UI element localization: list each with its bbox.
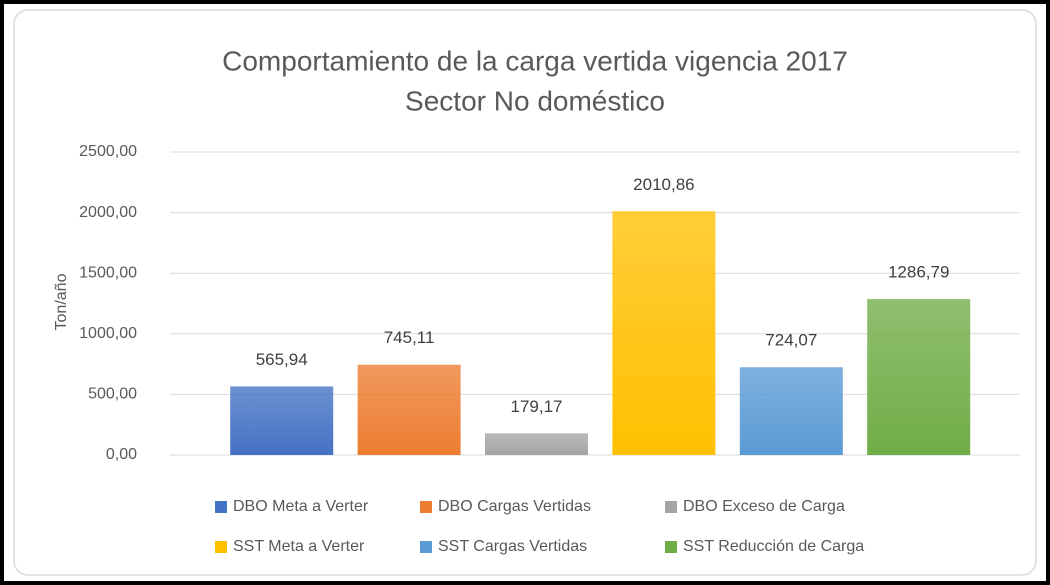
- legend-swatch: [420, 541, 432, 553]
- bar: [867, 299, 971, 455]
- legend-label: DBO Meta a Verter: [233, 498, 369, 515]
- legend-swatch: [665, 501, 677, 513]
- bar: [230, 386, 334, 455]
- legend-label: DBO Exceso de Carga: [683, 498, 845, 515]
- legend-label: SST Cargas Vertidas: [438, 538, 587, 555]
- chart-title: Comportamiento de la carga vertida vigen…: [222, 45, 848, 76]
- y-tick-label: 1500,00: [79, 264, 137, 281]
- chart-subtitle: Sector No doméstico: [405, 85, 665, 116]
- data-label: 179,17: [511, 397, 563, 416]
- data-label: 724,07: [765, 331, 817, 350]
- bar: [612, 211, 716, 455]
- data-label: 2010,86: [633, 175, 694, 194]
- legend-swatch: [215, 541, 227, 553]
- y-tick-label: 1000,00: [79, 325, 137, 342]
- legend-swatch: [665, 541, 677, 553]
- legend-label: SST Reducción de Carga: [683, 538, 864, 555]
- data-label: 1286,79: [888, 263, 949, 282]
- legend-label: DBO Cargas Vertidas: [438, 498, 591, 515]
- legend-label: SST Meta a Verter: [233, 538, 365, 555]
- y-tick-label: 0,00: [106, 446, 137, 463]
- bar: [739, 367, 843, 455]
- legend-swatch: [420, 501, 432, 513]
- data-label: 565,94: [256, 350, 308, 369]
- legend-swatch: [215, 501, 227, 513]
- y-tick-label: 2500,00: [79, 143, 137, 160]
- y-axis-title: Ton/año: [53, 273, 70, 330]
- y-tick-label: 2000,00: [79, 204, 137, 221]
- bar: [485, 433, 588, 455]
- data-label: 745,11: [384, 328, 435, 347]
- y-tick-label: 500,00: [88, 386, 137, 403]
- bar: [357, 364, 461, 455]
